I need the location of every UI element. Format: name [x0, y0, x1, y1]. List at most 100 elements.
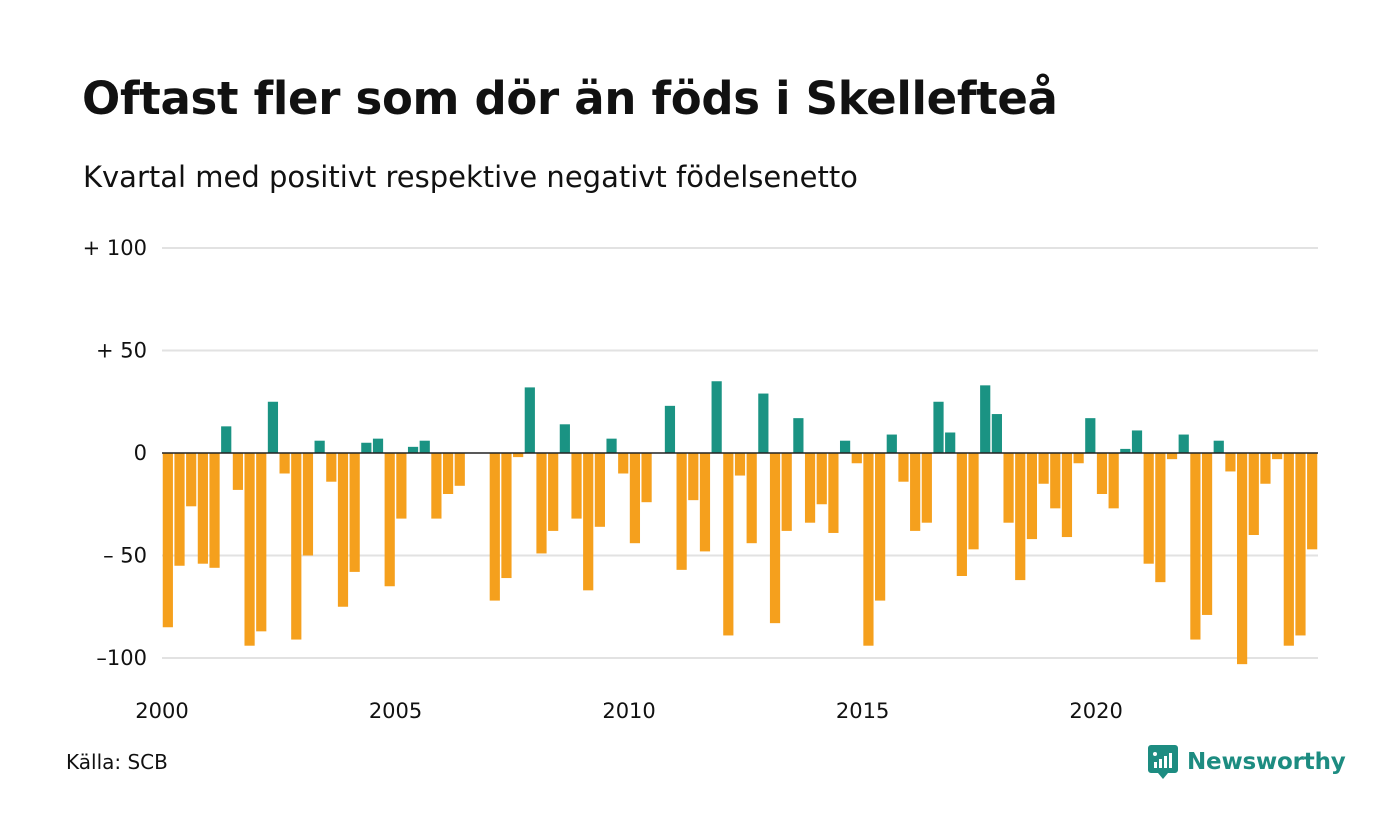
bar: [851, 453, 862, 464]
bar: [197, 453, 208, 564]
bar: [793, 418, 804, 453]
x-tick-label: 2015: [836, 699, 889, 723]
bar: [513, 453, 524, 458]
bar: [1248, 453, 1259, 535]
bar: [1237, 453, 1248, 665]
bar: [256, 453, 267, 632]
bar: [968, 453, 979, 550]
bar: [758, 393, 769, 453]
bar: [442, 453, 454, 494]
bar: [279, 453, 290, 474]
bar: [910, 453, 921, 531]
bar: [1131, 430, 1143, 453]
bar: [489, 453, 500, 601]
bar: [232, 453, 243, 490]
newsworthy-logo[interactable]: Newsworthy: [1148, 744, 1346, 780]
bar: [524, 387, 535, 453]
bar: [174, 453, 185, 566]
bar: [1166, 453, 1178, 460]
bar: [1295, 453, 1306, 636]
bar: [559, 424, 570, 453]
bar: [688, 453, 699, 501]
bar: [1015, 453, 1026, 581]
bar: [244, 453, 255, 646]
bar: [828, 453, 839, 533]
bar: [629, 453, 641, 544]
bar: [991, 414, 1002, 453]
bar: [419, 440, 430, 453]
chart-title: Oftast fler som dör än föds i Skellefteå: [82, 72, 1058, 125]
bar: [804, 453, 816, 523]
bar: [781, 453, 792, 531]
bar-chart: + 100 + 50 0 – 50 –100 2000 2005 2010 2015 2020: [83, 236, 1318, 723]
bar: [1120, 448, 1131, 453]
chart-subtitle: Kvartal med positivt respektive negativt…: [83, 160, 858, 194]
bar: [1272, 453, 1283, 460]
bar: [1073, 453, 1084, 464]
bar: [898, 453, 909, 482]
bar: [734, 453, 746, 476]
bar: [769, 453, 781, 624]
bar: [839, 440, 851, 453]
bar: [1201, 453, 1213, 615]
bar: [454, 453, 465, 486]
y-axis-ticks: + 100 + 50 0 – 50 –100: [83, 236, 147, 670]
bar: [606, 438, 617, 453]
bar: [711, 381, 722, 453]
bar: [1190, 453, 1201, 640]
bar: [1155, 453, 1166, 583]
bars: [162, 381, 1318, 665]
bar: [291, 453, 302, 640]
bar: [162, 453, 173, 628]
bar: [933, 401, 944, 453]
bar: [583, 453, 594, 591]
x-tick-label: 2000: [135, 699, 188, 723]
bar: [361, 442, 372, 453]
y-tick-label: 0: [134, 441, 147, 465]
bar: [372, 438, 384, 453]
bar: [1283, 453, 1294, 646]
bar: [664, 405, 676, 453]
source-note: Källa: SCB: [66, 750, 168, 774]
brand-name: Newsworthy: [1187, 749, 1346, 775]
bar: [431, 453, 442, 519]
x-tick-label: 2020: [1069, 699, 1122, 723]
y-tick-label: –100: [96, 646, 147, 670]
bar: [1050, 453, 1061, 509]
bar: [302, 453, 314, 556]
bar: [1260, 453, 1271, 484]
bar: [1038, 453, 1049, 484]
bar: [501, 453, 512, 579]
gridlines: [162, 247, 1318, 659]
bar: [407, 446, 419, 453]
bar: [1307, 453, 1318, 550]
bar: [536, 453, 547, 554]
bar: [641, 453, 652, 503]
bar: [618, 453, 629, 474]
bar: [980, 385, 991, 453]
x-tick-label: 2010: [602, 699, 655, 723]
y-tick-label: – 50: [103, 544, 147, 568]
bar: [384, 453, 395, 587]
bar: [1085, 418, 1096, 453]
newsworthy-logo-icon: [1148, 745, 1178, 779]
bar: [863, 453, 874, 646]
bar: [816, 453, 827, 505]
bar: [699, 453, 711, 552]
bar: [676, 453, 687, 570]
x-axis-ticks: 2000 2005 2010 2015 2020: [135, 699, 1123, 723]
bar: [337, 453, 349, 607]
y-tick-label: + 100: [83, 236, 147, 260]
bar: [326, 453, 337, 482]
bar: [349, 453, 360, 572]
bar: [875, 453, 886, 601]
y-tick-label: + 50: [96, 339, 147, 363]
bar: [921, 453, 932, 523]
bar: [1026, 453, 1038, 540]
bar: [1213, 440, 1224, 453]
bar: [1143, 453, 1154, 564]
bar: [723, 453, 734, 636]
bar: [594, 453, 605, 527]
x-tick-label: 2005: [369, 699, 422, 723]
bar: [886, 434, 897, 453]
